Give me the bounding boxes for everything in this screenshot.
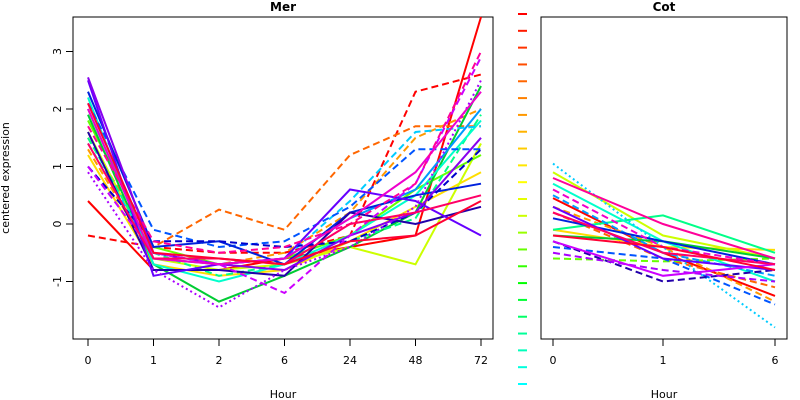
mer-series-line-22 (87, 51, 482, 254)
cot-series-line-15 (552, 205, 776, 271)
mer-y-axis: -1 0 1 2 3 (51, 48, 73, 287)
cot-x-axis: 0 1 6 (550, 339, 779, 367)
cot-series-line-19 (552, 177, 776, 260)
cot-x-tick-label: 1 (660, 354, 667, 367)
mer-series-line-13 (87, 102, 481, 249)
mer-x-tick-label: 1 (150, 354, 157, 367)
cot-series-group (552, 162, 776, 329)
cot-series-line-14 (552, 240, 776, 283)
mer-series-line-16 (87, 131, 482, 277)
color-key (518, 13, 527, 385)
mer-y-tick-label: 2 (51, 106, 64, 113)
mer-x-tick-label: 6 (281, 354, 288, 367)
mer-x-tick-label: 24 (343, 354, 357, 367)
mer-x-axis: 0 1 2 6 24 48 72 (85, 339, 488, 367)
cot-series-line-10 (552, 162, 776, 329)
mer-series-group (87, 16, 482, 309)
mer-x-tick-label: 0 (85, 354, 92, 367)
cot-x-axis-title: Hour (651, 388, 678, 400)
mer-x-tick-label: 48 (409, 354, 423, 367)
cot-series-line-2 (552, 211, 776, 289)
cot-series-line-17 (552, 240, 776, 277)
mer-panel: Mer 0 1 2 6 24 48 72 -1 0 1 2 3 Hour (51, 0, 494, 400)
cot-series-line-20 (552, 211, 776, 266)
mer-series-line-24 (87, 102, 482, 266)
mer-x-tick-label: 72 (474, 354, 488, 367)
mer-x-tick-label: 2 (216, 354, 223, 367)
cot-series-line-21 (552, 234, 776, 271)
cot-x-tick-label: 0 (550, 354, 557, 367)
cot-series-line-16 (552, 251, 776, 283)
cot-series-line-3 (552, 205, 776, 303)
mer-plot-frame (72, 16, 494, 340)
cot-plot-frame (540, 16, 788, 340)
cot-x-tick-label: 6 (772, 354, 779, 367)
cot-panel: Cot 0 1 6 Hour (540, 0, 788, 400)
mer-y-tick-label: 0 (51, 221, 64, 228)
mer-title: Mer (270, 0, 296, 14)
cot-title: Cot (653, 0, 676, 14)
mer-x-axis-title: Hour (270, 388, 297, 400)
y-axis-title: centered expression (0, 122, 12, 234)
mer-series-line-20 (87, 56, 482, 295)
mer-y-tick-label: -1 (51, 276, 64, 287)
mer-y-tick-label: 1 (51, 163, 64, 170)
mer-y-tick-label: 3 (51, 48, 64, 55)
